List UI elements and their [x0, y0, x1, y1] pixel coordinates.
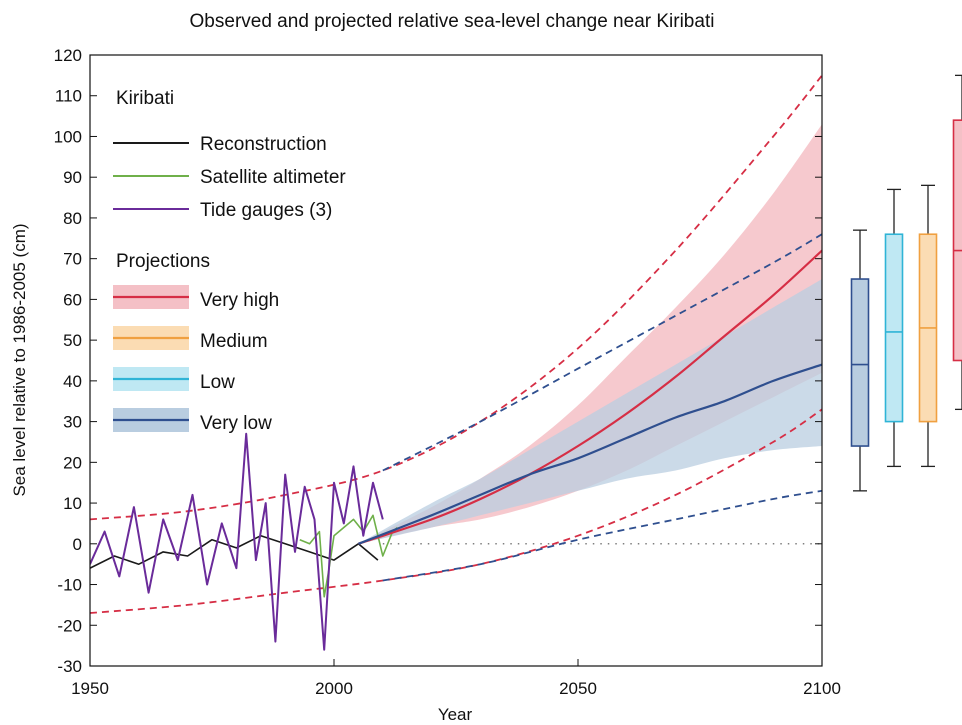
dashed-upper-very-high [90, 74, 822, 521]
observed-tide-gauges-3 [90, 432, 384, 651]
legend-entry: Tide gauges (3) [200, 200, 332, 221]
y-tick-label: 70 [63, 250, 82, 269]
y-tick-label: 30 [63, 413, 82, 432]
y-tick-label: 20 [63, 453, 82, 472]
legend: Kiribati Reconstruction Satellite altimete… [113, 88, 346, 434]
y-tick-label: 0 [73, 535, 82, 554]
x-tick-label: 1950 [71, 679, 109, 698]
band-very-low [358, 279, 822, 544]
observed-reconstruction [90, 534, 379, 569]
dashed-lower-very-high [90, 408, 822, 614]
box [884, 233, 904, 423]
y-tick-label: 10 [63, 494, 82, 513]
box [952, 119, 962, 362]
box [850, 278, 870, 447]
y-tick-label: 90 [63, 168, 82, 187]
median-very-low [357, 363, 822, 545]
legend-entry: Low [200, 372, 235, 393]
y-tick-label: 100 [54, 127, 82, 146]
boxplot-medium [918, 184, 938, 468]
legend-entry: Medium [200, 331, 268, 352]
legend-entry: Very low [200, 413, 272, 434]
boxplot-very-high [952, 74, 962, 411]
boxplots [850, 74, 962, 492]
chart-title: Observed and projected relative sea-leve… [190, 11, 715, 32]
plot-content [90, 74, 822, 651]
x-axis-ticks: 1950 2000 2050 2100 [71, 659, 841, 698]
dashed-lower-very-low [382, 489, 822, 582]
y-tick-label: 120 [54, 46, 82, 65]
y-tick-label: -10 [57, 576, 82, 595]
boxplot-low [884, 188, 904, 468]
median-very-high [358, 249, 822, 545]
y-axis-label: Sea level relative to 1986-2005 (cm) [10, 223, 29, 496]
plot-frame [89, 54, 823, 667]
legend-entry: Satellite altimeter [200, 167, 346, 188]
legend-region-title: Kiribati [116, 88, 174, 109]
y-tick-label: 50 [63, 331, 82, 350]
observed-satellite-altimeter [299, 514, 398, 598]
legend-projections-title: Projections [116, 251, 210, 272]
plot-area [89, 54, 823, 667]
y-axis-ticks: -30 -20 -10 0 10 20 30 40 50 60 70 80 90 100 110 120 [54, 46, 822, 676]
y-tick-label: -30 [57, 657, 82, 676]
x-tick-label: 2050 [559, 679, 597, 698]
y-tick-label: -20 [57, 616, 82, 635]
y-tick-label: 80 [63, 209, 82, 228]
legend-entry: Reconstruction [200, 134, 327, 155]
boxplot-very-low [850, 229, 870, 492]
x-axis-label: Year [438, 705, 473, 724]
x-tick-label: 2100 [803, 679, 841, 698]
legend-entry: Very high [200, 290, 279, 311]
x-tick-label: 2000 [315, 679, 353, 698]
y-tick-label: 40 [63, 372, 82, 391]
y-tick-label: 110 [55, 87, 82, 106]
y-tick-label: 60 [63, 290, 82, 309]
